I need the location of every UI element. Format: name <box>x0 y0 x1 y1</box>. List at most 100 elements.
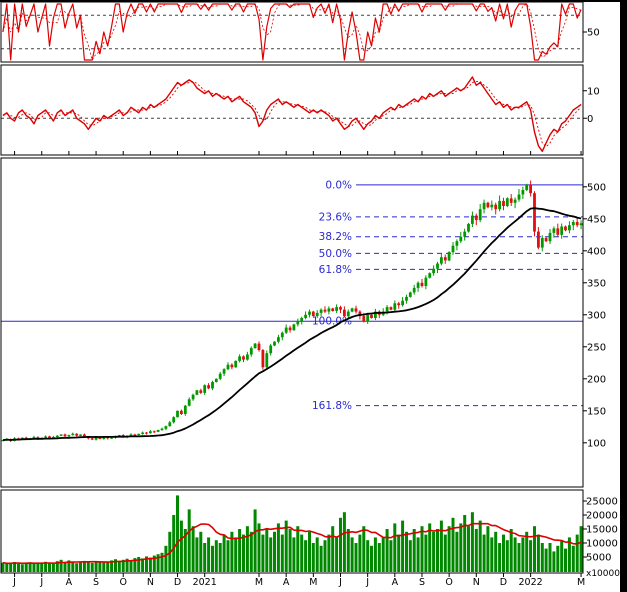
volume-bar <box>226 540 230 572</box>
x-axis-label: 2021 <box>193 577 217 588</box>
volume-bar <box>145 556 148 572</box>
candle-body <box>494 204 498 210</box>
volume-bar <box>90 562 94 572</box>
candle-body <box>59 434 63 436</box>
volume-bar <box>121 559 125 572</box>
volume-bar <box>331 526 335 572</box>
volume-bar <box>482 534 486 572</box>
candle-body <box>358 311 362 317</box>
volume-bar <box>141 558 145 572</box>
volume-bar <box>509 529 513 572</box>
candle-body <box>323 309 327 312</box>
momentum-axis-label: 0 <box>587 114 593 125</box>
candle-body <box>339 307 342 310</box>
candle-body <box>261 350 265 368</box>
volume-bar <box>443 534 447 572</box>
candle-body <box>331 308 335 311</box>
volume-bar <box>513 537 517 572</box>
volume-bar <box>176 495 179 572</box>
candle-body <box>145 432 148 434</box>
candle-body <box>280 332 284 338</box>
volume-bar <box>521 537 525 572</box>
volume-bar <box>385 529 389 572</box>
candle-body <box>222 369 226 374</box>
volume-bar <box>114 559 117 572</box>
momentum-line <box>2 76 582 153</box>
volume-bar <box>164 545 168 572</box>
volume-bar <box>148 557 152 572</box>
price-axis-label: 450 <box>587 214 606 225</box>
candle-body <box>269 345 273 354</box>
stochastic-line <box>2 3 582 61</box>
fib-label: 161.8% <box>312 400 352 412</box>
candle-body <box>443 257 447 261</box>
volume-bar <box>238 529 242 572</box>
volume-bar <box>288 529 292 572</box>
volume-bar <box>424 534 428 572</box>
volume-bar <box>257 523 261 572</box>
x-axis-label: J <box>338 577 342 588</box>
volume-bar <box>311 543 315 572</box>
volume-bar <box>432 531 436 572</box>
candle-body <box>300 318 304 322</box>
candle-body <box>552 228 556 233</box>
candle-body <box>548 232 552 242</box>
volume-bar <box>44 561 48 572</box>
candle-body <box>389 307 393 310</box>
volume-bar <box>94 561 98 572</box>
candle-body <box>288 327 292 331</box>
fib-retracement: 0.0% 23.6% 38.2% 50.0% 61.8% 100.0% 161.8% <box>1 179 583 412</box>
candle-body <box>350 308 354 312</box>
volume-bar <box>381 537 385 572</box>
volume-bar <box>36 564 40 572</box>
candle-body <box>1 440 5 442</box>
candle-body <box>416 282 420 288</box>
fib-label: 23.6% <box>319 211 352 223</box>
candle-body <box>117 435 121 437</box>
candle-body <box>110 437 113 439</box>
volume-bar <box>463 515 467 572</box>
candle-body <box>90 438 94 440</box>
volume-bar <box>82 560 86 572</box>
fib-label: 100.0% <box>312 316 352 328</box>
volume-bar <box>214 540 218 572</box>
x-axis: J J A S O N D 2021 M A M J J A S O N D 2022 M <box>12 573 585 588</box>
candle-body <box>537 231 540 248</box>
volume-bar <box>505 540 509 572</box>
candle-body <box>168 422 172 427</box>
candle-body <box>44 436 47 438</box>
candle-body <box>436 263 439 269</box>
volume-bar <box>67 560 71 572</box>
volume-bar <box>560 540 564 572</box>
volume-bar <box>48 563 51 572</box>
candle-body <box>564 226 567 231</box>
candle-body <box>459 236 463 242</box>
volume-axis-label: 20000 <box>586 511 618 522</box>
candle-body <box>335 307 338 311</box>
candle-body <box>366 314 370 322</box>
candle-body <box>48 436 51 439</box>
candles-group <box>1 180 583 443</box>
volume-bar <box>28 562 32 572</box>
volume-bar <box>187 509 191 572</box>
volume-bar <box>273 531 276 572</box>
candle-body <box>187 399 191 406</box>
volume-axis-label: 15000 <box>586 525 618 536</box>
candle-body <box>579 223 583 226</box>
candle-body <box>529 184 532 194</box>
candle-body <box>253 343 257 349</box>
candle-body <box>521 190 525 195</box>
candle-body <box>234 360 238 368</box>
volume-bar <box>544 548 548 572</box>
volume-bar <box>319 545 323 572</box>
volume-bar <box>323 540 327 572</box>
candle-body <box>67 435 71 437</box>
volume-bar <box>339 517 342 572</box>
volume-bar <box>9 563 13 572</box>
candle-body <box>176 410 179 418</box>
volume-bar <box>269 537 273 572</box>
candle-body <box>141 432 144 434</box>
volume-bar <box>55 561 59 572</box>
